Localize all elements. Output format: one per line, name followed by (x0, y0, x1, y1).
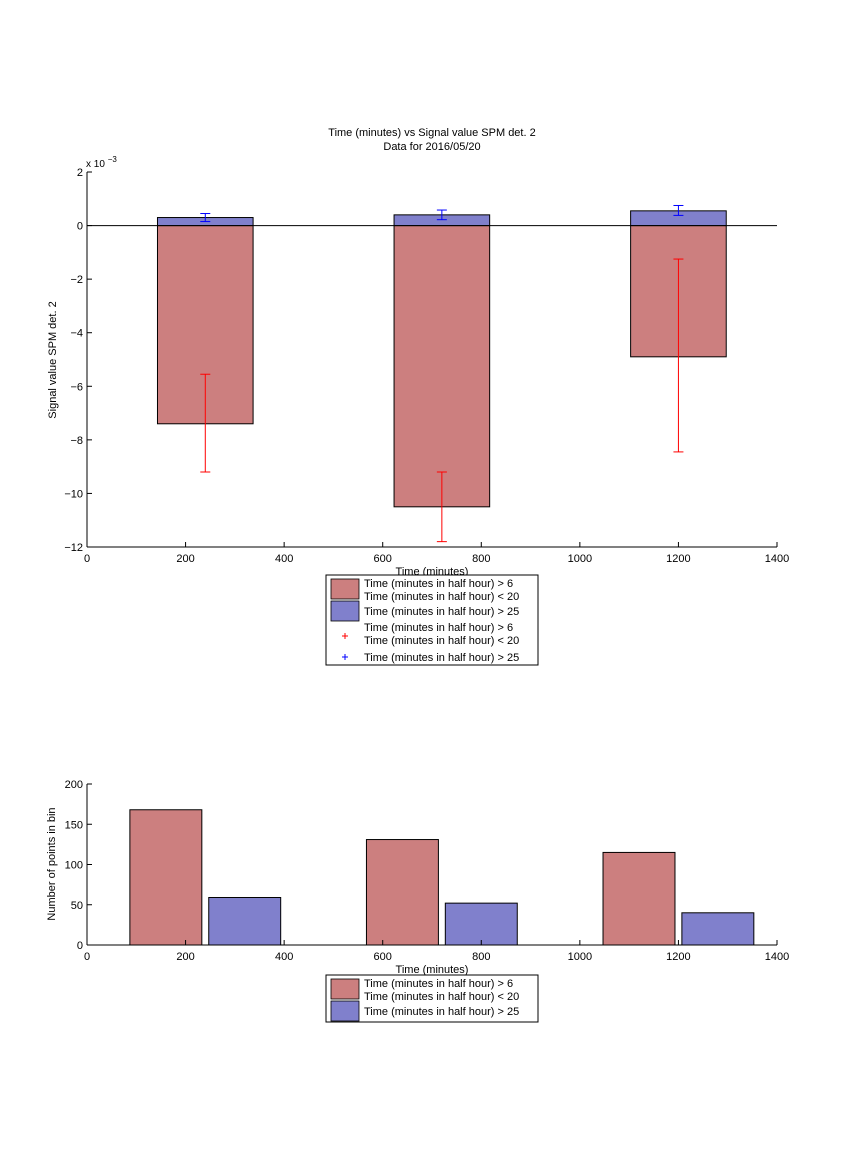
y-tick-label: 0 (77, 940, 83, 952)
x-tick-label: 600 (374, 553, 392, 565)
x-tick-label: 600 (374, 951, 392, 963)
y-tick-label: −6 (70, 381, 83, 393)
x-tick-label: 1000 (568, 553, 592, 565)
x-tick-label: 1400 (765, 553, 789, 565)
legend-label: Time (minutes in half hour) > 6 (364, 978, 513, 990)
count-bar-red (602, 851, 676, 946)
y-tick-label: −8 (70, 435, 83, 447)
count-bar-blue (208, 897, 282, 946)
count-bar-red (365, 839, 439, 946)
legend-label: Time (minutes in half hour) > 25 (364, 606, 519, 618)
legend-label: Time (minutes in half hour) > 25 (364, 652, 519, 664)
y-exponent-base: x 10 (86, 159, 105, 170)
y-tick-label: 150 (65, 819, 83, 831)
bar-red (393, 225, 491, 508)
x-tick-label: 200 (176, 951, 194, 963)
legend-label: Time (minutes in half hour) < 20 (364, 991, 519, 1003)
x-tick-label: 800 (472, 553, 490, 565)
y-axis-label: Signal value SPM det. 2 (47, 301, 59, 418)
legend-label: Time (minutes in half hour) > 25 (364, 1006, 519, 1018)
legend-swatch (330, 600, 360, 622)
chart-subtitle: Data for 2016/05/20 (383, 141, 480, 153)
legend-box (325, 974, 539, 1023)
legend-box (325, 574, 539, 666)
x-tick-label: 0 (84, 951, 90, 963)
x-tick-label: 1400 (765, 951, 789, 963)
legend-swatch (330, 978, 360, 1000)
y-tick-label: −12 (64, 542, 83, 554)
x-tick-label: 200 (176, 553, 194, 565)
count-bar-red (129, 809, 203, 946)
x-tick-label: 1200 (666, 553, 690, 565)
y-tick-label: 0 (77, 221, 83, 233)
y-exponent: x 10 −3 (86, 155, 117, 170)
y-tick-label: −4 (70, 328, 83, 340)
x-tick-label: 1000 (568, 951, 592, 963)
chart-marks: 0 200 400 600 800 1000 1200 1400 2 0 −2 −4 −6 −8 −10 −1… (64, 167, 789, 565)
signal-chart: Time (minutes) vs Signal value SPM det. … (47, 127, 789, 666)
x-axis-label-2: Time (minutes) (396, 964, 469, 976)
legend-swatch (330, 1000, 360, 1022)
count-bar-blue (444, 902, 518, 946)
x-tick-label: 0 (84, 553, 90, 565)
y-exponent-power: −3 (108, 155, 118, 164)
y-tick-label: 100 (65, 860, 83, 872)
legend-label: Time (minutes in half hour) > 6 (364, 622, 513, 634)
legend-label: Time (minutes in half hour) > 6 (364, 578, 513, 590)
count-chart: Time (minutes) Number of points in bin 0… (46, 779, 790, 1023)
legend-label: Time (minutes in half hour) < 20 (364, 635, 519, 647)
x-tick-label: 1200 (666, 951, 690, 963)
y-axis-label-2: Number of points in bin (46, 807, 58, 920)
legend-label: Time (minutes in half hour) < 20 (364, 591, 519, 603)
x-tick-label: 400 (275, 951, 293, 963)
y-tick-label: −2 (70, 274, 83, 286)
chart-title: Time (minutes) vs Signal value SPM det. … (328, 127, 535, 139)
x-tick-label: 800 (472, 951, 490, 963)
y-tick-label: 200 (65, 779, 83, 791)
y-tick-label: −10 (64, 488, 83, 500)
y-tick-label: 50 (71, 900, 83, 912)
y-tick-label: 2 (77, 167, 83, 179)
count-bar-blue (681, 912, 755, 946)
legend-swatch (330, 578, 360, 600)
chart-marks-2: 0 200 400 600 800 1000 1200 1400 0 50 100 150 200 (65, 779, 790, 963)
x-tick-label: 400 (275, 553, 293, 565)
